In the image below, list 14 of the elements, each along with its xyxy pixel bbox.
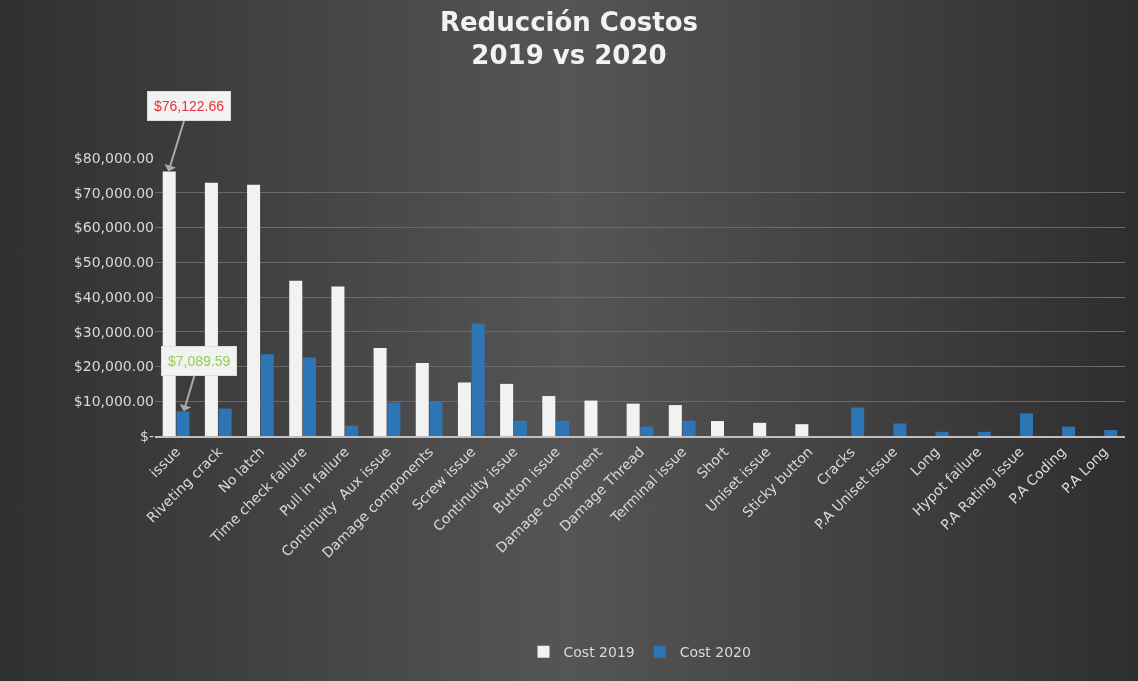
y-tick-label: $60,000.00: [73, 219, 154, 236]
y-tick-label: $70,000.00: [73, 184, 154, 201]
y-tick-label: $50,000.00: [73, 254, 154, 271]
y-tick-label: $-: [140, 427, 154, 444]
y-tick-label: $10,000.00: [73, 393, 154, 410]
data-label: $76,122.66: [154, 98, 225, 114]
y-tick-label: $30,000.00: [73, 323, 154, 340]
y-tick-label: $20,000.00: [73, 358, 154, 375]
data-label: $7,089.59: [168, 353, 231, 369]
y-tick-label: $40,000.00: [73, 288, 154, 305]
chart-title: Reducción Costos 2019 vs 2020: [439, 6, 699, 71]
legend-label: Cost 2019: [563, 644, 635, 661]
y-tick-label: $80,000.00: [73, 149, 154, 166]
legend-label: Cost 2020: [679, 644, 751, 661]
